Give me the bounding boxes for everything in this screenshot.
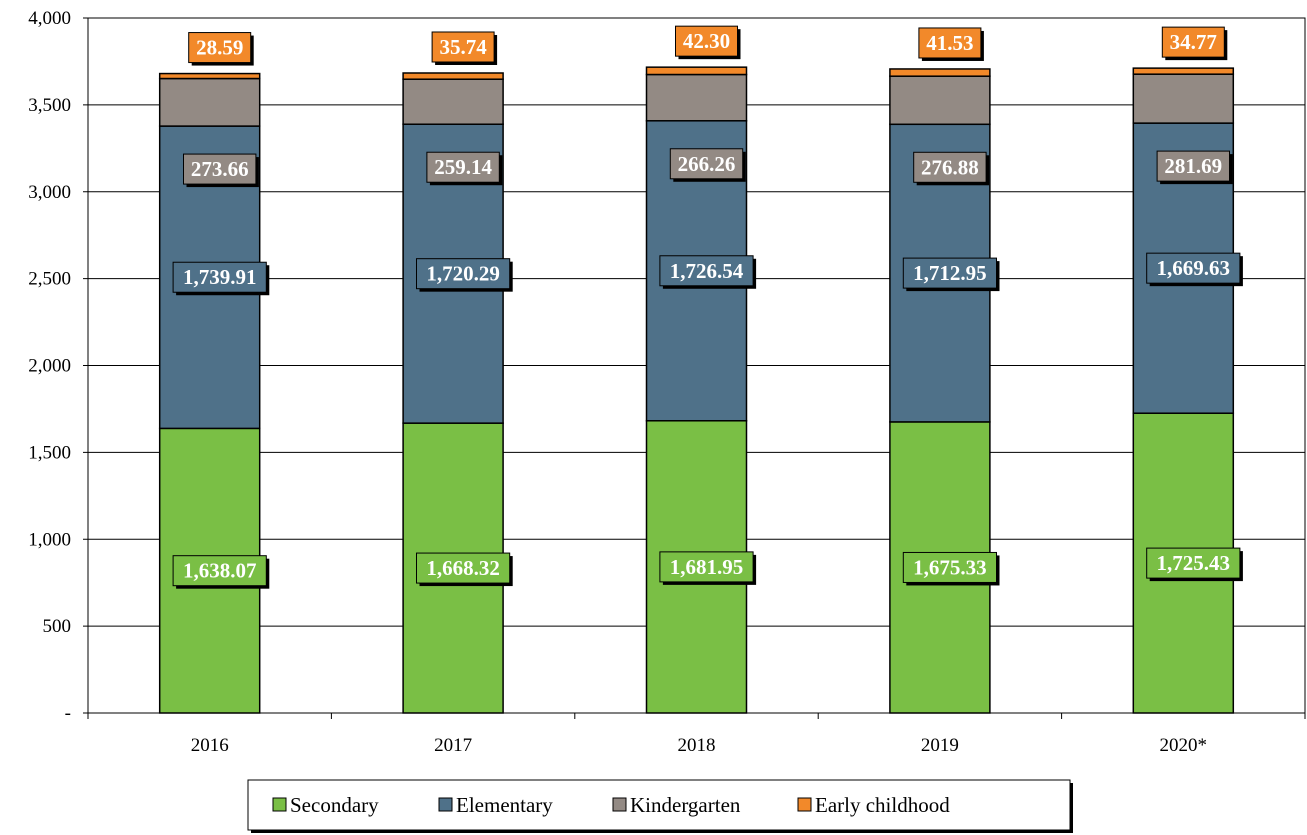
data-label-secondary-2017: 1,668.32 (416, 552, 513, 587)
data-label-kindergarten-2020: 281.69 (1156, 150, 1233, 185)
data-label-kindergarten-2016: 273.66 (183, 153, 259, 188)
data-label-text: 28.59 (196, 36, 243, 60)
bar-kindergarten-2019 (889, 75, 991, 126)
data-label-kindergarten-2017: 259.14 (426, 151, 503, 186)
data-label-text: 1,739.91 (183, 265, 257, 289)
legend-swatch (272, 797, 287, 812)
data-label-elementary-2020: 1,669.63 (1146, 252, 1243, 287)
y-tick-label: - (65, 703, 71, 724)
legend-item-secondary: Secondary (272, 793, 379, 817)
y-tick-label: 1,000 (28, 529, 71, 550)
data-label-early-childhood-2018: 42.30 (675, 25, 741, 60)
data-label-text: 1,712.95 (913, 261, 987, 285)
data-label-text: 1,638.07 (183, 559, 257, 583)
data-label-text: 1,726.54 (670, 259, 744, 283)
data-label-secondary-2016: 1,638.07 (172, 555, 270, 589)
data-label-text: 1,669.63 (1157, 256, 1231, 280)
data-label-text: 259.14 (434, 155, 492, 179)
data-labels: 1,638.07 1,739.91 273.66 28.59 1,668.32 1,720… (172, 25, 1243, 589)
data-label-text: 1,720.29 (426, 262, 500, 286)
data-label-elementary-2018: 1,726.54 (659, 255, 757, 289)
data-label-early-childhood-2020: 34.77 (1161, 26, 1228, 61)
bar-kindergarten-2017 (402, 78, 504, 125)
data-label-elementary-2017: 1,720.29 (416, 258, 513, 292)
data-label-early-childhood-2017: 35.74 (431, 31, 498, 65)
data-label-secondary-2020: 1,725.43 (1146, 547, 1243, 582)
bar-kindergarten-2020 (1132, 73, 1235, 124)
data-label-text: 1,681.95 (670, 555, 744, 579)
data-label-text: 41.53 (926, 31, 973, 55)
x-tick-labels: 2016 2017 2018 2019 2020* (191, 735, 1207, 756)
data-label-text: 266.26 (678, 152, 736, 176)
x-tick-label: 2017 (434, 735, 472, 756)
y-tick-label: 1,500 (28, 442, 71, 463)
axes (83, 17, 1306, 719)
bar-early-childhood-2016 (158, 72, 261, 80)
bar-early-childhood-2018 (645, 66, 748, 76)
data-label-text: 1,668.32 (426, 556, 500, 580)
legend-swatch (438, 797, 453, 812)
bar-early-childhood-2020 (1132, 67, 1235, 75)
y-tick-label: 4,000 (28, 8, 71, 29)
legend-box (247, 779, 1071, 831)
legend: Secondary Elementary Kindergarten Early chi… (247, 779, 1073, 833)
data-label-elementary-2016: 1,739.91 (172, 261, 270, 296)
legend-label: Kindergarten (630, 793, 741, 817)
bar-kindergarten-2018 (645, 73, 748, 122)
data-label-text: 1,675.33 (913, 555, 987, 579)
legend-item-early-childhood: Early childhood (797, 793, 950, 817)
bar-early-childhood-2017 (402, 72, 504, 80)
y-tick-labels: - 500 1,000 1,500 2,000 2,500 3,000 3,500 4,000 (28, 8, 71, 724)
bar-kindergarten-2016 (158, 77, 261, 127)
data-label-text: 276.88 (921, 155, 979, 179)
x-tick-label: 2016 (191, 735, 229, 756)
data-label-text: 281.69 (1164, 154, 1222, 178)
legend-label: Secondary (290, 793, 379, 817)
data-label-text: 273.66 (191, 157, 249, 181)
data-label-elementary-2019: 1,712.95 (902, 257, 1000, 292)
x-tick-label: 2018 (678, 735, 716, 756)
data-label-text: 34.77 (1170, 30, 1217, 54)
data-label-text: 1,725.43 (1157, 551, 1231, 575)
x-tick-label: 2019 (921, 735, 959, 756)
data-label-kindergarten-2018: 266.26 (669, 148, 746, 182)
data-label-kindergarten-2019: 276.88 (913, 151, 990, 186)
y-tick-label: 2,000 (28, 356, 71, 377)
legend-item-kindergarten: Kindergarten (612, 793, 741, 817)
data-label-text: 35.74 (439, 35, 487, 59)
legend-label: Early childhood (815, 793, 950, 817)
legend-label: Elementary (456, 793, 553, 817)
data-label-early-childhood-2016: 28.59 (188, 32, 254, 66)
x-tick-label: 2020* (1160, 735, 1208, 756)
bar-early-childhood-2019 (889, 68, 991, 77)
legend-swatch (612, 797, 627, 812)
data-label-early-childhood-2019: 41.53 (918, 27, 984, 61)
data-label-secondary-2019: 1,675.33 (902, 551, 1000, 586)
data-label-secondary-2018: 1,681.95 (659, 551, 757, 585)
legend-swatch (797, 797, 812, 812)
legend-item-elementary: Elementary (438, 793, 553, 817)
y-tick-label: 3,500 (28, 95, 71, 116)
y-tick-label: 3,000 (28, 182, 71, 203)
y-tick-label: 500 (43, 616, 72, 637)
data-label-text: 42.30 (683, 29, 730, 53)
y-tick-label: 2,500 (28, 269, 71, 290)
